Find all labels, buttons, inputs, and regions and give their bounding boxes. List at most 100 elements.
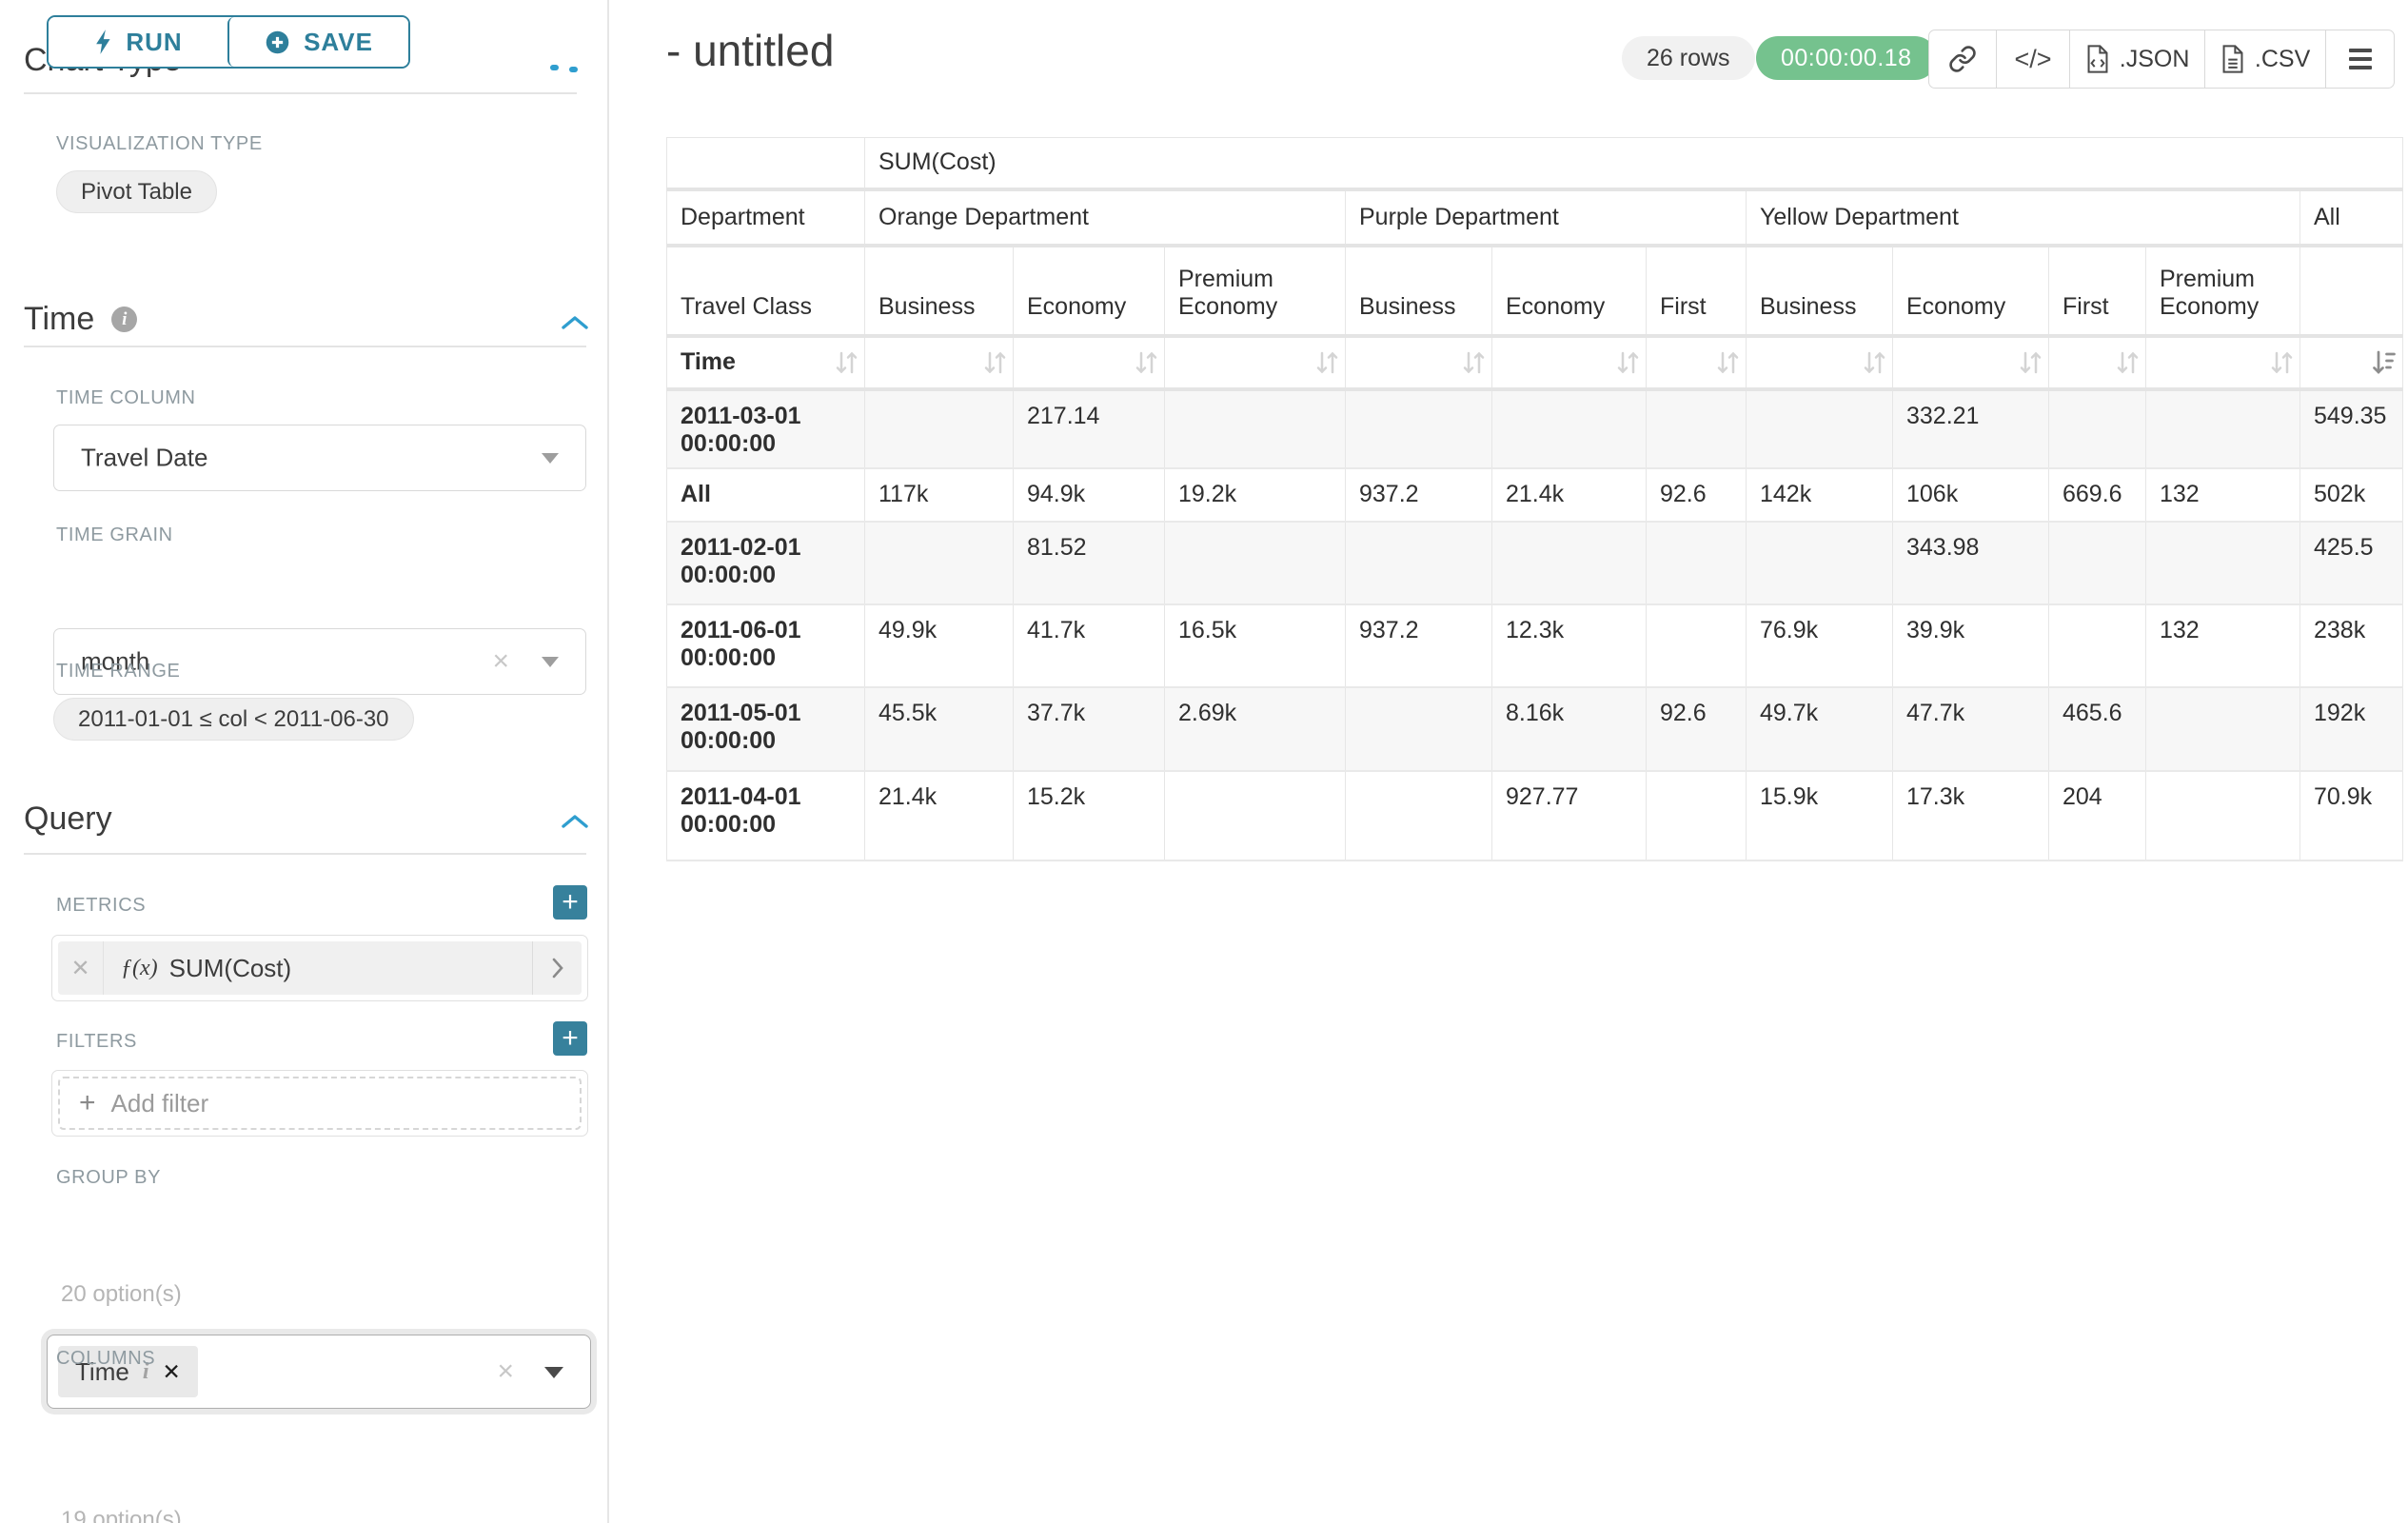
pivot-cell: 41.7k bbox=[1014, 604, 1165, 687]
pivot-cell bbox=[1492, 389, 1647, 468]
export-json-button[interactable]: .JSON bbox=[2069, 30, 2203, 88]
pivot-cell bbox=[1165, 522, 1346, 604]
remove-chip-icon[interactable]: ✕ bbox=[162, 1359, 180, 1385]
department-header: Orange Department bbox=[865, 189, 1346, 246]
pivot-cell bbox=[1165, 771, 1346, 860]
remove-metric-icon[interactable]: ✕ bbox=[58, 941, 104, 995]
share-link-button[interactable] bbox=[1929, 30, 1996, 88]
time-column-select[interactable]: Travel Date bbox=[53, 425, 586, 491]
metric-header-row: SUM(Cost) bbox=[667, 138, 2403, 189]
collapse-chevron-up-icon[interactable] bbox=[558, 312, 592, 333]
pivot-cell: 47.7k bbox=[1893, 687, 2049, 771]
pivot-cell: 45.5k bbox=[865, 687, 1014, 771]
sort-header[interactable] bbox=[2049, 336, 2146, 389]
sort-arrows-icon bbox=[1135, 347, 1158, 377]
section-divider bbox=[24, 92, 577, 94]
pivot-row-header: 2011-04-01 00:00:00 bbox=[667, 771, 865, 860]
pivot-cell: 49.7k bbox=[1747, 687, 1893, 771]
pivot-cell bbox=[1346, 389, 1492, 468]
sort-arrows-icon bbox=[1616, 347, 1640, 377]
pivot-cell: 19.2k bbox=[1165, 468, 1346, 522]
sort-header-row: Time bbox=[667, 336, 2403, 389]
visualization-type-chip[interactable]: Pivot Table bbox=[56, 170, 217, 213]
pivot-row-header: 2011-03-01 00:00:00 bbox=[667, 389, 865, 468]
pivot-cell bbox=[1346, 522, 1492, 604]
chart-explorer-page: Chart Type RUN SAVE VISUALIZATION TYPE P… bbox=[0, 0, 2408, 1523]
pivot-cell bbox=[1647, 771, 1747, 860]
pivot-cell: 2.69k bbox=[1165, 687, 1346, 771]
travel-class-header bbox=[2300, 246, 2403, 336]
sort-header[interactable] bbox=[1346, 336, 1492, 389]
chevron-down-icon bbox=[542, 657, 559, 667]
sort-header[interactable] bbox=[2146, 336, 2300, 389]
pivot-cell bbox=[1647, 522, 1747, 604]
save-button-label: SAVE bbox=[304, 28, 373, 57]
add-filter-placeholder: Add filter bbox=[111, 1089, 209, 1118]
pivot-cell bbox=[1747, 389, 1893, 468]
clear-icon[interactable]: × bbox=[497, 1357, 514, 1386]
pivot-cell: 16.5k bbox=[1165, 604, 1346, 687]
embed-code-button[interactable]: </> bbox=[1996, 30, 2070, 88]
sort-header[interactable] bbox=[1647, 336, 1747, 389]
pivot-cell bbox=[2146, 522, 2300, 604]
pivot-cell: 937.2 bbox=[1346, 604, 1492, 687]
visualization-type-label: VISUALIZATION TYPE bbox=[56, 133, 263, 155]
department-row-label: Department bbox=[667, 189, 865, 246]
pivot-cell: 15.9k bbox=[1747, 771, 1893, 860]
info-icon[interactable]: i bbox=[111, 307, 137, 332]
run-button[interactable]: RUN bbox=[49, 17, 227, 67]
panel-divider bbox=[607, 0, 609, 1523]
group-by-select[interactable]: Time i ✕ × bbox=[47, 1335, 591, 1409]
expand-metric-icon[interactable] bbox=[532, 941, 582, 995]
pivot-cell: 94.9k bbox=[1014, 468, 1165, 522]
pivot-cell: 142k bbox=[1747, 468, 1893, 522]
sort-header[interactable] bbox=[1492, 336, 1647, 389]
export-csv-button[interactable]: .CSV bbox=[2204, 30, 2325, 88]
pivot-cell: 15.2k bbox=[1014, 771, 1165, 860]
pivot-row-header: 2011-05-01 00:00:00 bbox=[667, 687, 865, 771]
metric-value: SUM(Cost) bbox=[169, 954, 292, 983]
sort-header-active[interactable] bbox=[2300, 336, 2403, 389]
chevron-down-icon bbox=[544, 1367, 563, 1378]
add-metric-button[interactable]: + bbox=[553, 885, 587, 920]
pivot-cell: 49.9k bbox=[865, 604, 1014, 687]
chevron-down-icon bbox=[542, 453, 559, 464]
travel-class-header: Premium Economy bbox=[2146, 246, 2300, 336]
sort-header[interactable] bbox=[865, 336, 1014, 389]
menu-button[interactable] bbox=[2325, 30, 2394, 88]
chevron-tip-decoration bbox=[550, 65, 559, 70]
clear-icon[interactable]: × bbox=[492, 647, 509, 676]
metric-chip[interactable]: ✕ ƒ(x) SUM(Cost) bbox=[58, 941, 582, 995]
sort-header[interactable] bbox=[1893, 336, 2049, 389]
sort-header[interactable] bbox=[1014, 336, 1165, 389]
pivot-cell: 117k bbox=[865, 468, 1014, 522]
pivot-corner-cell bbox=[667, 138, 865, 189]
plus-circle-icon bbox=[265, 30, 290, 55]
sort-arrows-icon bbox=[983, 347, 1007, 377]
sort-header[interactable] bbox=[1165, 336, 1346, 389]
pivot-cell: 217.14 bbox=[1014, 389, 1165, 468]
pivot-cell bbox=[2146, 687, 2300, 771]
add-filter-plus-button[interactable]: + bbox=[553, 1021, 587, 1056]
pivot-cell: 927.77 bbox=[1492, 771, 1647, 860]
time-range-chip[interactable]: 2011-01-01 ≤ col < 2011-06-30 bbox=[53, 698, 414, 741]
add-filter-button[interactable]: + Add filter bbox=[58, 1077, 582, 1130]
time-sort-header[interactable]: Time bbox=[667, 336, 865, 389]
sort-descending-icon bbox=[2371, 347, 2397, 377]
run-button-label: RUN bbox=[126, 28, 182, 57]
pivot-cell: 92.6 bbox=[1647, 687, 1747, 771]
travel-class-header-row: Travel Class BusinessEconomyPremium Econ… bbox=[667, 246, 2403, 336]
sort-arrows-icon bbox=[2270, 347, 2294, 377]
pivot-cell bbox=[1346, 771, 1492, 860]
sort-header[interactable] bbox=[1747, 336, 1893, 389]
save-button[interactable]: SAVE bbox=[227, 17, 408, 67]
pivot-cell bbox=[1647, 604, 1747, 687]
collapse-chevron-up-icon[interactable] bbox=[558, 811, 592, 832]
travel-class-row-label: Travel Class bbox=[667, 246, 865, 336]
metrics-label: METRICS bbox=[56, 895, 146, 917]
pivot-cell bbox=[2049, 522, 2146, 604]
pivot-cell bbox=[1747, 522, 1893, 604]
chart-title[interactable]: - untitled bbox=[666, 25, 834, 76]
hamburger-icon bbox=[2349, 49, 2372, 69]
sort-arrows-icon bbox=[2019, 347, 2043, 377]
